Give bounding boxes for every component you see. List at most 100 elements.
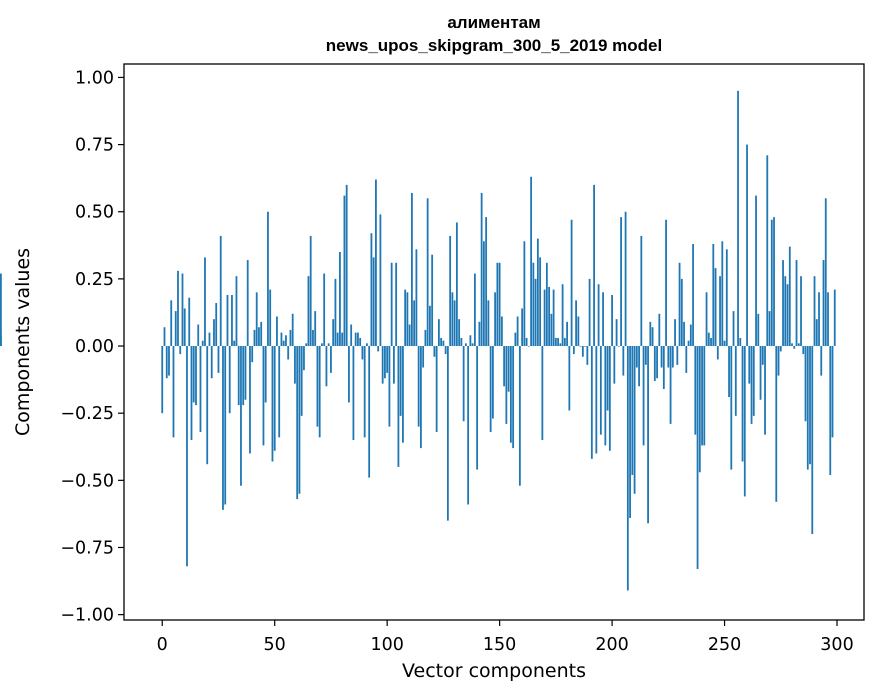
bar (174, 311, 177, 347)
bar (703, 346, 706, 446)
bar (298, 346, 301, 494)
bar (377, 346, 380, 352)
bar (366, 343, 368, 347)
bar (784, 276, 787, 347)
bar (190, 346, 193, 441)
bar (669, 346, 672, 424)
bar (674, 319, 676, 347)
bar (168, 346, 170, 376)
bar (750, 346, 753, 424)
bar (440, 337, 443, 347)
bar (716, 346, 719, 360)
bar (296, 346, 299, 500)
bar (782, 260, 784, 347)
bar (235, 276, 238, 347)
bar (602, 292, 604, 347)
bar (469, 335, 472, 347)
bar (435, 346, 438, 432)
y-tick-label: 1.00 (75, 68, 114, 88)
bar (480, 192, 483, 347)
bar (449, 235, 452, 347)
bar (658, 313, 661, 347)
bar (557, 337, 559, 347)
bar (354, 332, 357, 347)
bar (671, 346, 674, 368)
bar (696, 346, 699, 569)
bar (512, 346, 515, 449)
bar (404, 289, 407, 347)
bar (352, 346, 355, 441)
bar (431, 254, 434, 347)
bar (638, 346, 640, 387)
bar (491, 346, 494, 419)
bar (458, 319, 461, 347)
bar (285, 335, 287, 347)
bar (570, 219, 573, 347)
bar (186, 346, 188, 567)
bar (815, 319, 818, 347)
bar (339, 252, 341, 347)
y-tick-label: 0.25 (75, 270, 114, 290)
chart-title: алиментам (447, 13, 540, 32)
bar (177, 270, 179, 347)
bar (525, 337, 528, 347)
bar (831, 346, 834, 438)
bar (757, 313, 760, 347)
bar (307, 276, 310, 347)
bar (620, 217, 622, 347)
bar (509, 346, 512, 443)
bar (777, 346, 780, 376)
bar (350, 324, 353, 347)
bar (446, 346, 449, 521)
bar (395, 262, 398, 347)
bar (665, 219, 667, 347)
bar (426, 198, 429, 347)
bar (197, 324, 200, 347)
bar (644, 346, 647, 365)
bar (579, 346, 582, 347)
bar (548, 286, 551, 347)
bar (325, 346, 328, 387)
bar (213, 319, 215, 347)
bar (188, 297, 191, 347)
bar (586, 346, 589, 365)
bar (793, 346, 796, 349)
bar (773, 217, 775, 347)
bar (728, 346, 730, 398)
bar (260, 321, 263, 347)
bar (411, 192, 413, 347)
bar (226, 295, 229, 347)
bar (748, 346, 751, 384)
bar (258, 327, 260, 347)
bar (219, 235, 222, 347)
bar (451, 292, 454, 347)
bar (683, 321, 685, 347)
bar (215, 303, 218, 347)
bar (617, 346, 620, 347)
bar (514, 332, 517, 347)
bar (752, 346, 755, 416)
bar (467, 346, 470, 505)
bar (255, 292, 258, 347)
bar (588, 278, 591, 347)
bar (685, 346, 688, 373)
bar (233, 340, 236, 347)
y-tick-label: −1.00 (60, 606, 114, 626)
bar (730, 346, 733, 470)
bar (217, 346, 220, 373)
bar (172, 346, 175, 438)
bar (516, 316, 519, 347)
bar (289, 329, 292, 347)
bar (170, 300, 173, 347)
bar (222, 346, 224, 510)
bar (505, 346, 508, 424)
bar (264, 346, 267, 403)
y-tick-label: 0.75 (75, 136, 114, 156)
bar (332, 319, 335, 347)
bar (761, 346, 764, 365)
bar (471, 343, 474, 347)
bar (228, 346, 231, 414)
bar (163, 327, 166, 347)
